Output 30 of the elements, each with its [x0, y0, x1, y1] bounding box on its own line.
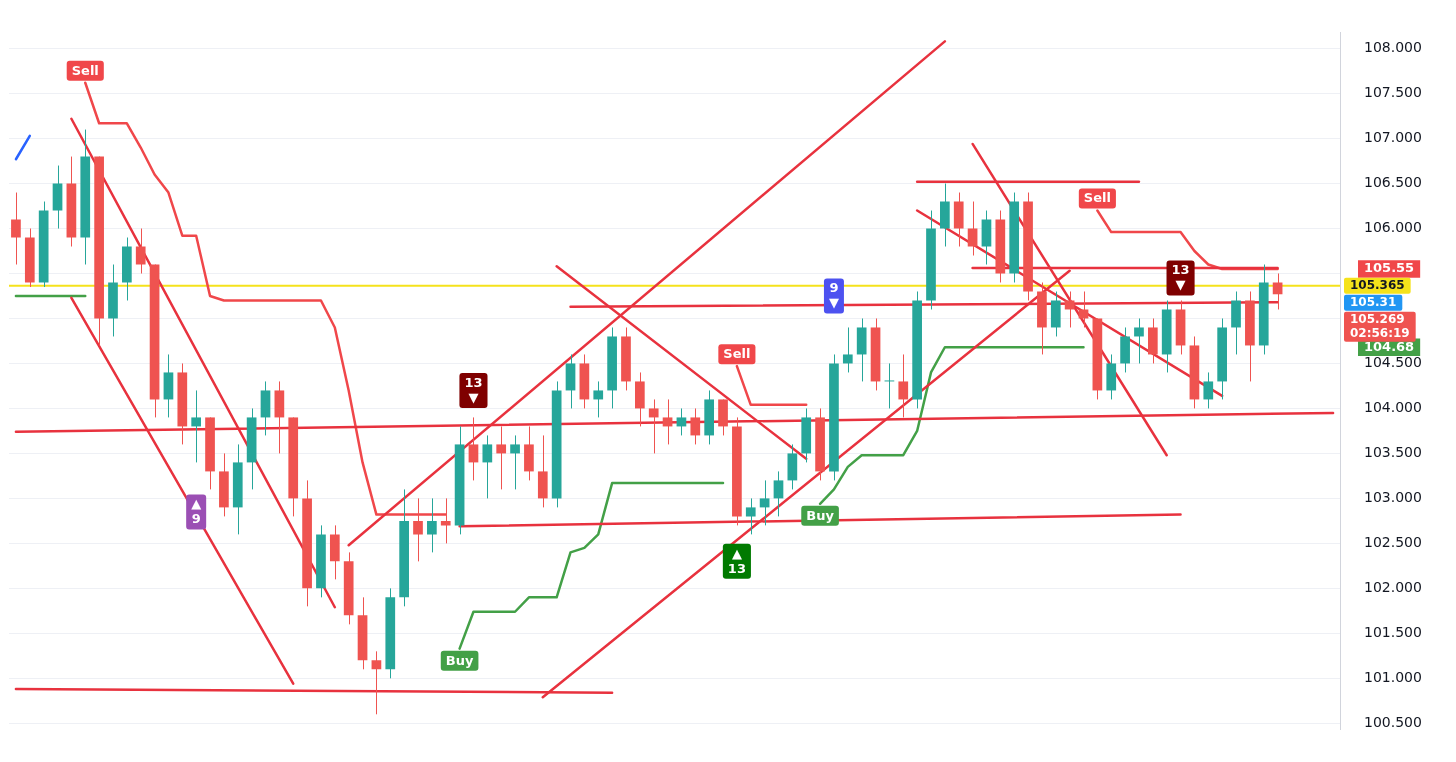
y-tick-label: 104.000	[1364, 399, 1422, 416]
ref-line-label: 105.365	[1350, 277, 1405, 292]
data-label: Sell	[71, 62, 99, 78]
y-tick-label: 107.500	[1364, 84, 1422, 101]
data-label: Sell	[723, 346, 751, 362]
y-tick-label: 106.000	[1364, 219, 1422, 236]
y-tick-label: 101.500	[1364, 623, 1422, 640]
text: 105.269	[1350, 311, 1405, 326]
y-tick-label: 106.500	[1364, 174, 1422, 191]
series-label: ▲ 9	[191, 496, 202, 527]
text: 02:56:19	[1350, 325, 1410, 340]
y-tick-label: 102.000	[1364, 579, 1422, 595]
text: 105.31	[1350, 294, 1397, 309]
y-tick-label: 104.68	[1364, 338, 1415, 354]
text: 13 ▼	[1171, 262, 1190, 293]
series-label: 13 ▼	[464, 374, 483, 405]
series-label: ▲ 13	[727, 545, 746, 576]
y-tick-label: 100.500	[1364, 713, 1422, 730]
y-tick-label: 105.55	[1364, 260, 1415, 276]
series-label: 9 ▼	[828, 280, 839, 311]
y-tick-label: 103.500	[1364, 444, 1422, 461]
data-label: Buy	[806, 507, 835, 523]
y-tick-label: 104.500	[1364, 354, 1422, 371]
y-tick-label: 108.000	[1364, 39, 1422, 56]
y-tick-label: 101.000	[1364, 668, 1422, 685]
data-label: Sell	[1083, 190, 1111, 206]
y-tick-label: 103.000	[1364, 489, 1422, 506]
y-tick-label: 107.000	[1364, 129, 1422, 146]
data-label: Buy	[445, 652, 474, 668]
y-tick-label: 102.500	[1364, 534, 1422, 551]
